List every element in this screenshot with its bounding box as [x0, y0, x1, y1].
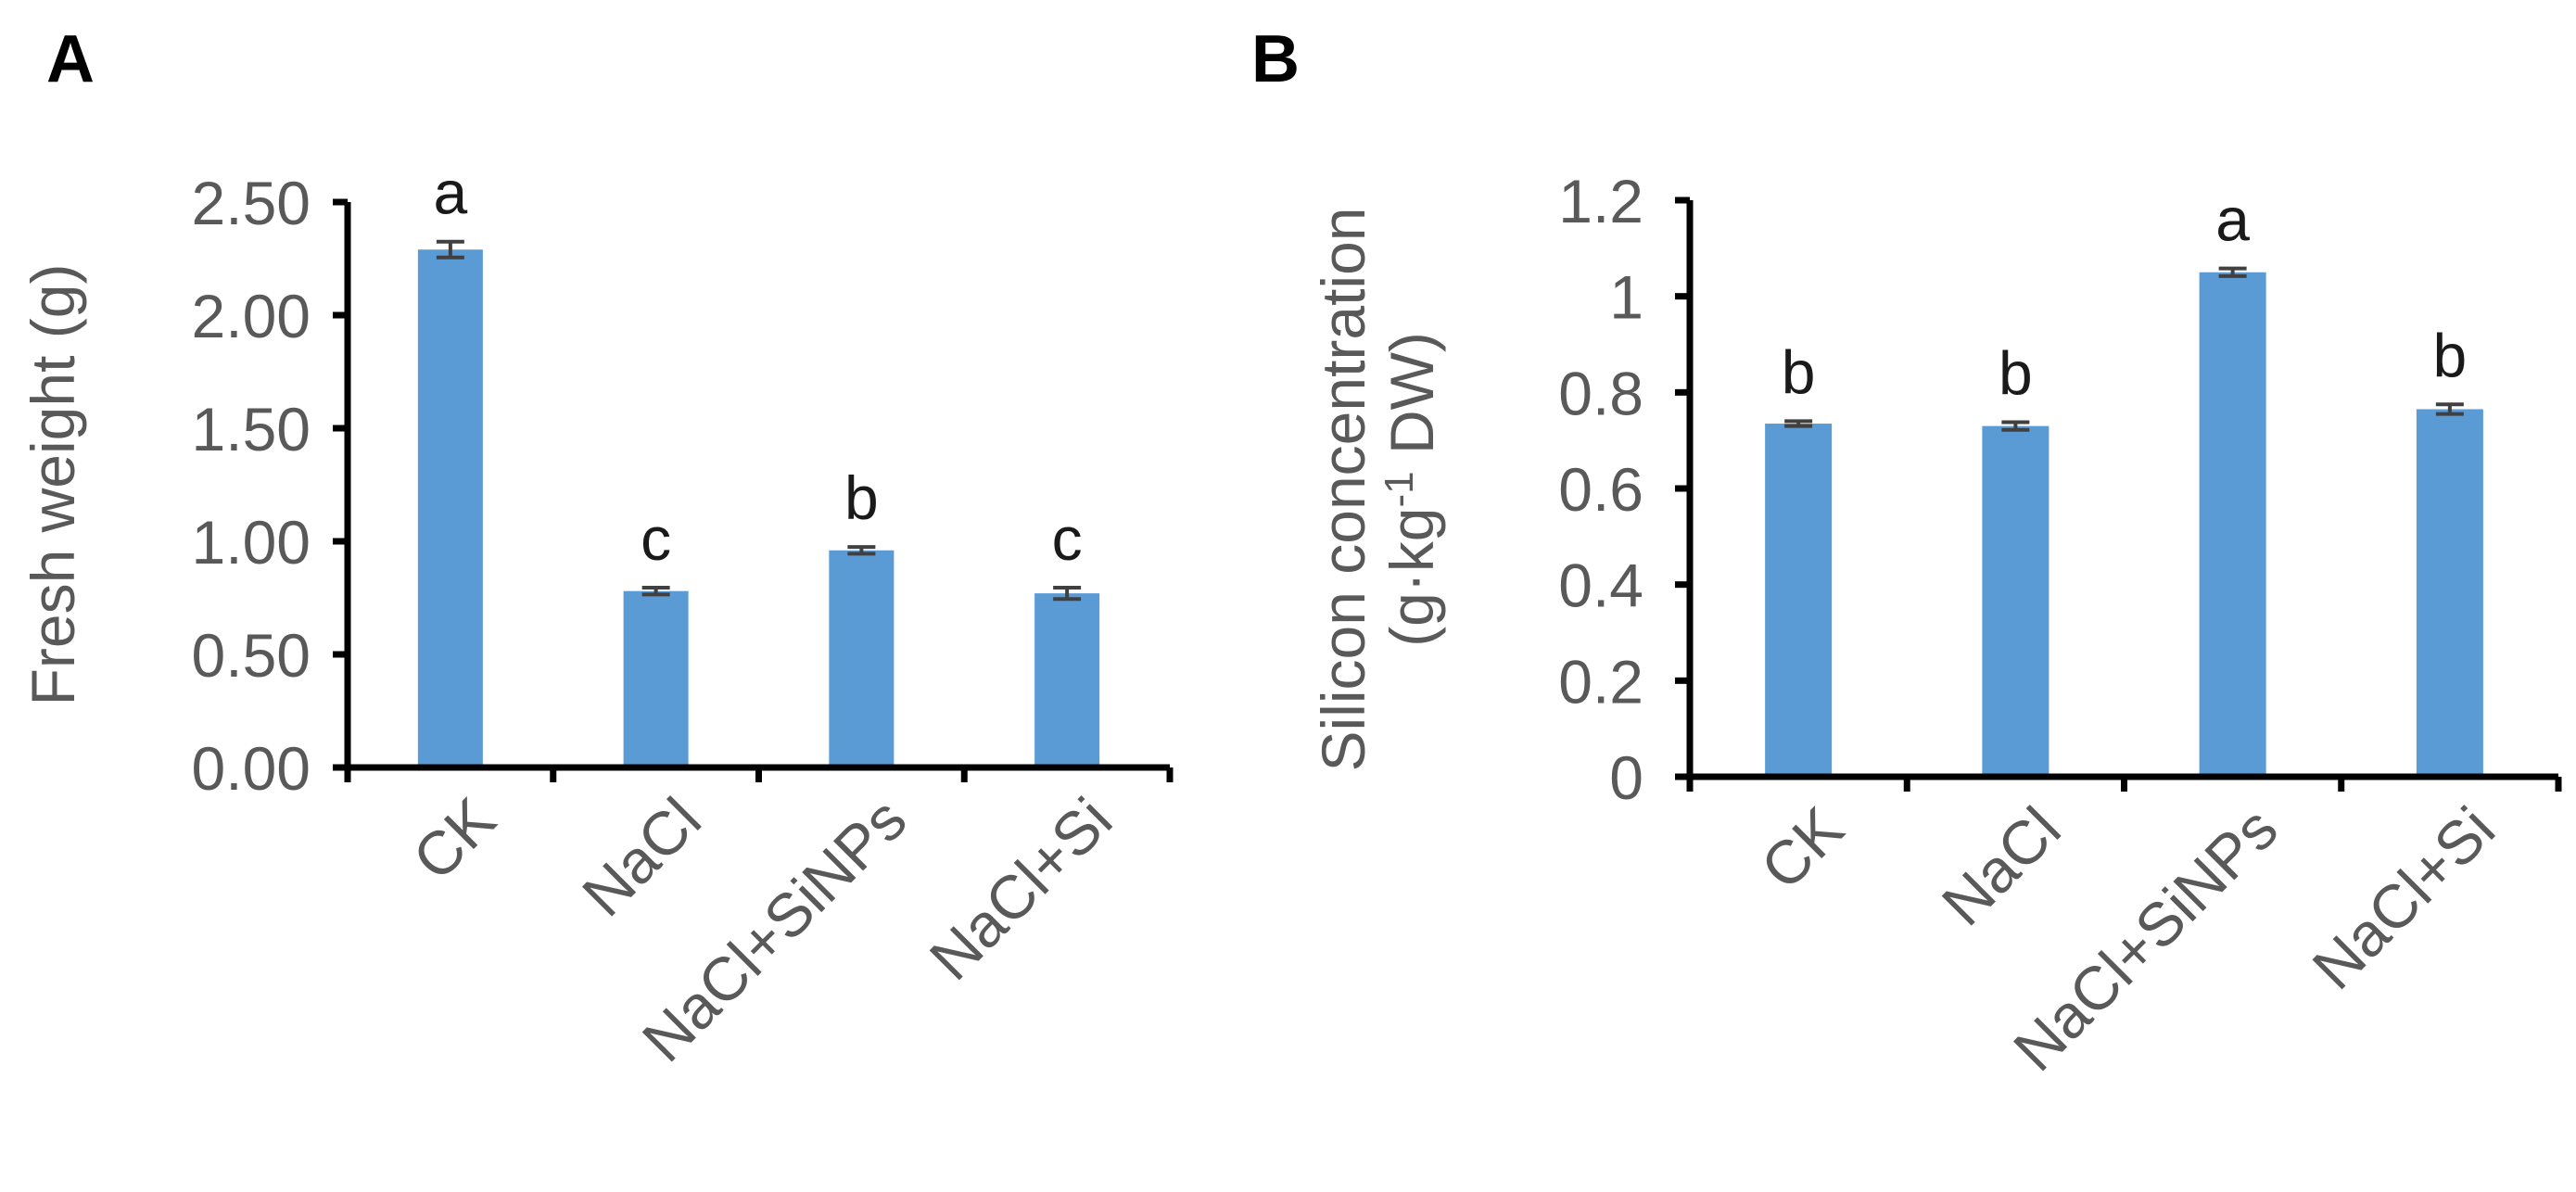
error-bar — [2435, 402, 2464, 416]
bar-ck — [1765, 424, 1833, 777]
y-axis-title-suffix: DW) — [1377, 332, 1446, 471]
bar-ck — [417, 249, 483, 767]
bar-nacl — [623, 590, 689, 767]
x-category-label: CK — [400, 784, 508, 893]
error-bar — [847, 545, 876, 556]
y-tick-label: 0.4 — [1558, 552, 1643, 620]
y-axis-title-line1: Silicon concentration — [1309, 207, 1377, 771]
panel-b-label: B — [1251, 22, 1300, 96]
significance-letter: c — [641, 504, 671, 573]
significance-letter: b — [844, 463, 879, 532]
error-bar — [436, 239, 464, 260]
significance-letter: b — [1782, 337, 1816, 406]
significance-letter: a — [2215, 185, 2250, 254]
y-tick-label: 1.2 — [1558, 167, 1643, 235]
error-bar — [641, 586, 670, 597]
y-axis-title: Fresh weight (g) — [19, 264, 87, 706]
significance-letter: b — [2433, 321, 2468, 389]
panel-a-label: A — [46, 22, 95, 96]
bar-nacl-sinps — [829, 550, 895, 767]
error-bar — [1053, 586, 1082, 602]
x-category-label: CK — [1747, 793, 1856, 902]
error-bar — [2001, 420, 2030, 432]
y-axis-title-superscript: -1 — [1377, 471, 1422, 507]
y-tick-label: 1 — [1609, 263, 1643, 332]
y-tick-label: 0.2 — [1558, 647, 1643, 716]
x-category-label: NaCl — [1929, 793, 2074, 938]
y-axis-title-line2: (g·kg-1 DW) — [1377, 332, 1446, 647]
bar-nacl-si — [2416, 409, 2483, 777]
bar-nacl-si — [1034, 593, 1100, 767]
y-tick-label: 2.00 — [192, 282, 311, 350]
significance-letter: b — [1999, 338, 2033, 407]
bar-nacl-sinps — [2199, 272, 2266, 777]
y-tick-label: 1.50 — [192, 395, 311, 463]
x-category-label: NaCl — [569, 784, 714, 929]
y-tick-label: 0.50 — [192, 621, 311, 690]
error-bar — [1784, 419, 1813, 428]
bar-nacl — [1982, 425, 2049, 777]
significance-letter: c — [1052, 504, 1083, 573]
y-tick-label: 0.6 — [1558, 455, 1643, 524]
y-axis-title-unit: (g·kg — [1377, 508, 1446, 647]
y-tick-label: 0.00 — [192, 734, 311, 803]
y-tick-label: 0.8 — [1558, 359, 1643, 427]
x-category-label: NaCl+Si — [917, 784, 1125, 993]
y-tick-label: 1.00 — [192, 508, 311, 577]
x-category-label: NaCl+Si — [2299, 793, 2507, 1002]
y-tick-label: 0 — [1609, 743, 1643, 812]
significance-letter: a — [434, 159, 468, 227]
chart-panel-a: a c b c 0.00 0.50 1.00 1.50 2.00 2.50 CK NaCl NaCl+S… — [19, 159, 1174, 1074]
y-tick-label: 2.50 — [192, 169, 311, 237]
error-bar — [2218, 266, 2247, 278]
